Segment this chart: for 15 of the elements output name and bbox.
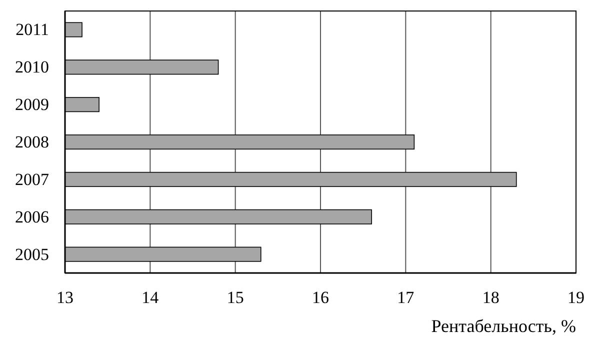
x-tick-label: 14 [142, 288, 160, 307]
x-tick-label: 19 [568, 288, 584, 307]
y-tick-label: 2005 [15, 244, 49, 264]
y-tick-label: 2010 [15, 58, 49, 77]
x-tick-label: 13 [56, 288, 74, 307]
x-tick-label: 15 [226, 288, 244, 307]
x-tick-label: 16 [312, 288, 329, 307]
x-axis-title: Рентабельность, % [431, 316, 576, 336]
y-tick-label: 2006 [15, 207, 49, 226]
x-tick-label: 17 [397, 288, 415, 307]
x-tick-label: 18 [482, 288, 500, 307]
y-tick-label: 2009 [15, 95, 49, 114]
y-tick-label: 2011 [16, 20, 49, 40]
y-tick-label: 2007 [15, 170, 50, 189]
y-tick-label: 2008 [15, 132, 49, 152]
